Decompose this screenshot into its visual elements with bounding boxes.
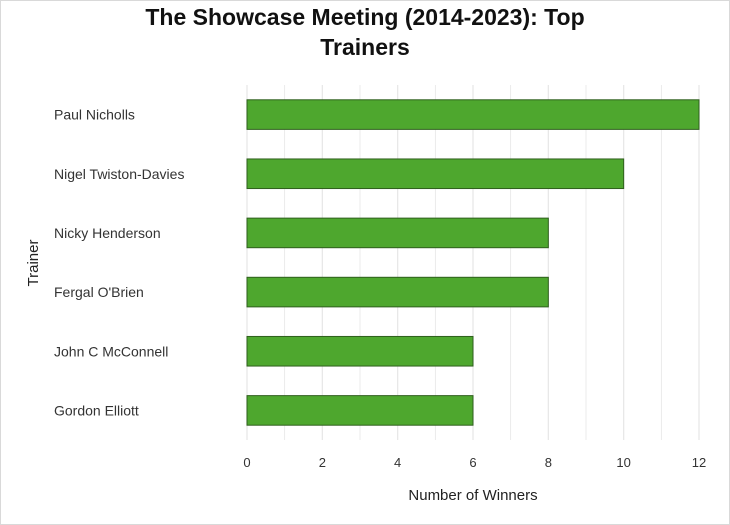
x-tick-label: 12: [692, 455, 706, 470]
category-label: Paul Nicholls: [54, 107, 135, 123]
bar: [246, 335, 474, 367]
category-label: Fergal O'Brien: [54, 284, 144, 300]
x-tick-label: 8: [545, 455, 552, 470]
chart-title-line-2: Trainers: [320, 34, 410, 60]
category-label: Nicky Henderson: [54, 225, 161, 241]
category-label: John C McConnell: [54, 343, 168, 359]
x-axis-label: Number of Winners: [408, 487, 537, 504]
x-tick-label: 2: [319, 455, 326, 470]
bar: [246, 158, 625, 190]
category-label: Nigel Twiston-Davies: [54, 166, 184, 182]
category-label: Gordon Elliott: [54, 402, 139, 418]
x-tick-label: 4: [394, 455, 401, 470]
bar: [246, 395, 474, 426]
grid-lines: [246, 85, 700, 440]
bar: [246, 276, 549, 308]
chart-title-line-1: The Showcase Meeting (2014-2023): Top: [145, 4, 585, 30]
chart-title: The Showcase Meeting (2014-2023): Top Tr…: [0, 2, 730, 62]
y-axis-label: Trainer: [25, 240, 42, 287]
bar: [246, 217, 549, 249]
x-tick-label: 0: [243, 455, 250, 470]
category-labels: Paul Nicholls Nigel Twiston-Davies Nicky H…: [54, 107, 184, 419]
x-tick-label: 6: [469, 455, 476, 470]
x-tick-labels: 0 2 4 6 8 10 12: [243, 455, 706, 470]
bars: [246, 99, 700, 426]
x-tick-label: 10: [616, 455, 630, 470]
bar: [246, 99, 700, 130]
